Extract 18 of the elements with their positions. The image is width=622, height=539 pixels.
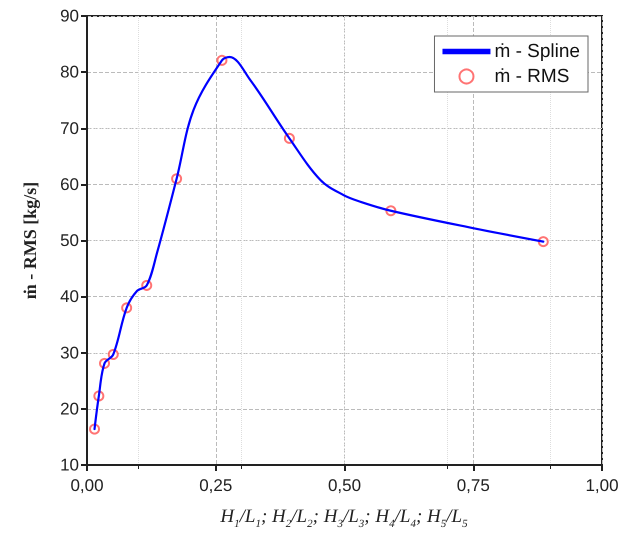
y-tick-label: 80 xyxy=(60,62,79,82)
legend-label: ṁ - Spline xyxy=(494,41,580,62)
x-tick-label: 1,00 xyxy=(585,476,619,495)
y-tick-label: 60 xyxy=(60,174,79,194)
y-tick-label: 50 xyxy=(60,231,79,250)
legend-label: ṁ - RMS xyxy=(494,66,570,87)
x-tick-label: 0,50 xyxy=(328,476,362,495)
y-tick-label: 40 xyxy=(60,287,79,306)
y-tick-label: 30 xyxy=(60,343,79,362)
y-tick-label: 90 xyxy=(60,6,79,26)
y-axis-title: ṁ - RMS [kg/s] xyxy=(20,182,40,300)
text: H$_{1}$/L$_{1}$; H$_{2}$/L$_{2}$; H$_{3}$/L$_{3}$; H$_{4}$/L$_{4}$; H$_{5}$/L$_{5}$ xyxy=(220,506,468,530)
x-tick-label: 0,75 xyxy=(456,476,490,495)
y-tick-label: 10 xyxy=(60,456,79,474)
y-tick-label: 70 xyxy=(60,118,79,138)
x-tick-label: 0,00 xyxy=(70,476,104,495)
x-tick-label: 0,25 xyxy=(199,476,232,495)
y-tick-label: 20 xyxy=(60,399,79,418)
